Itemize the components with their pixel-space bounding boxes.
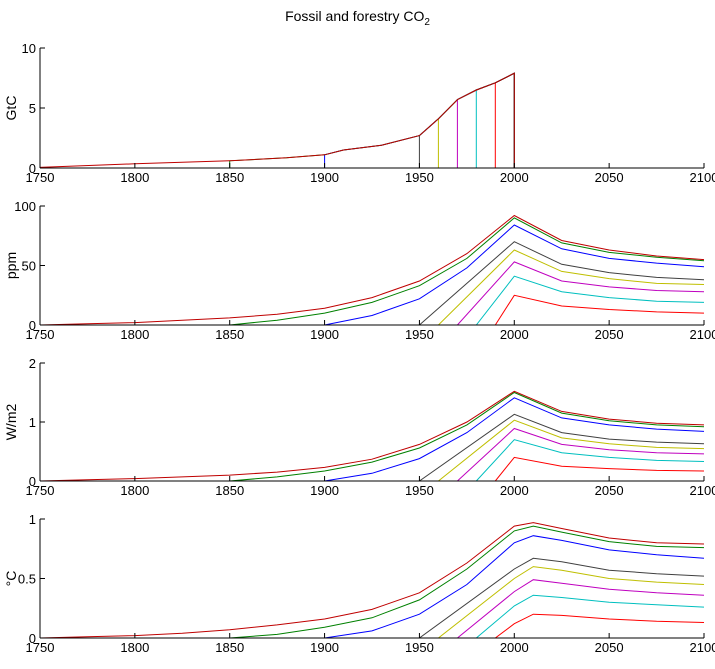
series-line-1990: [40, 456, 705, 482]
x-tick-label: 1800: [120, 327, 149, 342]
x-tick-label: 2000: [500, 170, 529, 185]
x-tick-label: 2000: [500, 327, 529, 342]
series-line-1750: [39, 390, 705, 482]
series-line-1900: [40, 397, 705, 482]
x-tick-label: 1950: [405, 483, 434, 498]
series-line-1900: [40, 224, 705, 326]
series-line-1960: [40, 72, 704, 169]
x-tick-label: 2050: [595, 640, 624, 655]
x-tick-label: 1950: [405, 640, 434, 655]
panel-temperature: 1750 1800 1850 1900 1950 2000 2050 2100 0 0.5 1 °C: [3, 512, 715, 655]
x-tick-label: 2100: [690, 640, 715, 655]
series-line-1970: [40, 72, 704, 169]
y-tick-label: 0: [29, 161, 36, 176]
series-line-1980: [40, 594, 705, 639]
panel-forcing: 1750 1800 1850 1900 1950 2000 2050 2100 0 1 2 W/m2: [3, 356, 715, 498]
series-line-1850: [40, 217, 705, 326]
x-tick-label: 1750: [26, 327, 55, 342]
y-tick-label: 0: [29, 318, 36, 333]
x-tick-label: 1800: [120, 483, 149, 498]
title-main: Fossil and forestry CO: [285, 8, 425, 24]
panel-emissions: 1750 1800 1850 1900 1950 2000 2050 2100 0 5 10 GtC: [3, 41, 715, 185]
y-tick-label: 0: [29, 474, 36, 489]
x-tick-label: 2100: [690, 170, 715, 185]
y-axis-label: GtC: [3, 96, 19, 121]
chart-title: Fossil and forestry CO2: [0, 8, 715, 28]
series-line-1850: [40, 525, 705, 639]
y-tick-label: 0: [29, 631, 36, 646]
y-tick-label: 2: [29, 356, 36, 371]
x-tick-label: 1950: [405, 170, 434, 185]
y-tick-label: 0.5: [18, 572, 36, 587]
series-line-1960: [40, 566, 705, 639]
x-tick-label: 2100: [690, 327, 715, 342]
y-tick-label: 100: [14, 199, 36, 214]
y-tick-label: 1: [29, 512, 36, 527]
x-tick-label: 2050: [595, 170, 624, 185]
series-line-1950: [40, 241, 705, 326]
series-line-1750: [39, 522, 705, 639]
x-tick-label: 1750: [26, 483, 55, 498]
x-tick-label: 1800: [120, 170, 149, 185]
series-line-1850: [40, 72, 704, 169]
series-line-1750: [39, 214, 705, 326]
x-tick-label: 2050: [595, 483, 624, 498]
series-line-1850: [40, 391, 705, 482]
series-line-1990: [40, 72, 704, 169]
x-tick-label: 1850: [215, 640, 244, 655]
x-tick-label: 1850: [215, 327, 244, 342]
x-tick-label: 2000: [500, 483, 529, 498]
y-axis-label: °C: [3, 571, 19, 587]
series-line-1980: [40, 439, 705, 482]
y-tick-label: 10: [22, 41, 36, 56]
series-line-1900: [40, 72, 704, 169]
x-tick-label: 2000: [500, 640, 529, 655]
x-tick-label: 1900: [310, 327, 339, 342]
x-tick-label: 2050: [595, 327, 624, 342]
x-tick-label: 1850: [215, 170, 244, 185]
x-tick-label: 1800: [120, 640, 149, 655]
x-tick-label: 1950: [405, 327, 434, 342]
series-line-1970: [40, 579, 705, 639]
x-tick-label: 2100: [690, 483, 715, 498]
series-line-1980: [40, 72, 704, 169]
y-axis-label: ppm: [3, 252, 19, 279]
series-line-1990: [40, 613, 705, 639]
x-tick-label: 1900: [310, 483, 339, 498]
series-line-1950: [40, 72, 704, 169]
series-line-1980: [40, 275, 705, 326]
series-line-1960: [40, 419, 705, 482]
title-subscript: 2: [424, 16, 430, 28]
y-axis-label: W/m2: [3, 404, 19, 441]
series-line-1750: [39, 72, 704, 169]
y-tick-label: 50: [22, 259, 36, 274]
x-tick-label: 1750: [26, 640, 55, 655]
panel-concentration: 1750 1800 1850 1900 1950 2000 2050 2100 0 50 100 pp…: [3, 199, 715, 342]
y-tick-label: 5: [29, 101, 36, 116]
x-tick-label: 1900: [310, 170, 339, 185]
series-line-1950: [40, 557, 705, 639]
x-tick-label: 1750: [26, 170, 55, 185]
series-line-1990: [40, 294, 705, 326]
y-tick-label: 1: [29, 415, 36, 430]
series-line-1960: [40, 249, 705, 326]
series-line-1900: [40, 535, 705, 639]
x-tick-label: 1850: [215, 483, 244, 498]
x-tick-label: 1900: [310, 640, 339, 655]
